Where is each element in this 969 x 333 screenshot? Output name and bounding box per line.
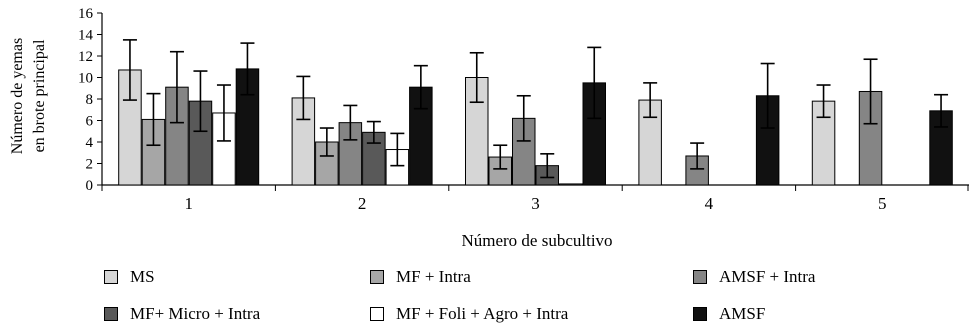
y-axis-label-line-2: en brote principal <box>31 39 48 152</box>
x-axis-label: Número de subcultivo <box>461 231 612 250</box>
y-tick-label: 8 <box>86 92 94 108</box>
y-axis-label: Número de yemas en brote principal <box>9 38 48 154</box>
y-tick-label: 0 <box>86 178 94 194</box>
y-tick-label: 2 <box>86 157 94 173</box>
y-axis-label-line-1: Número de yemas <box>9 38 26 154</box>
x-tick-label: 5 <box>878 194 887 213</box>
bar <box>559 183 583 186</box>
y-tick-label: 6 <box>86 114 94 130</box>
bars-layer <box>118 68 953 186</box>
x-tick-label: 3 <box>531 194 540 213</box>
y-tick-label: 16 <box>78 6 94 22</box>
y-tick-label: 10 <box>78 71 93 87</box>
y-tick-label: 4 <box>86 135 94 151</box>
y-tick-label: 12 <box>78 49 93 65</box>
y-axis: 0 2 4 6 8 10 12 14 16 <box>78 6 103 194</box>
x-tick-label: 1 <box>184 194 193 213</box>
x-tick-label: 2 <box>358 194 367 213</box>
x-axis: 1 2 3 4 5 <box>101 184 969 213</box>
x-tick-label: 4 <box>705 194 714 213</box>
y-tick-label: 14 <box>78 28 94 44</box>
error-bars-layer <box>122 39 949 179</box>
